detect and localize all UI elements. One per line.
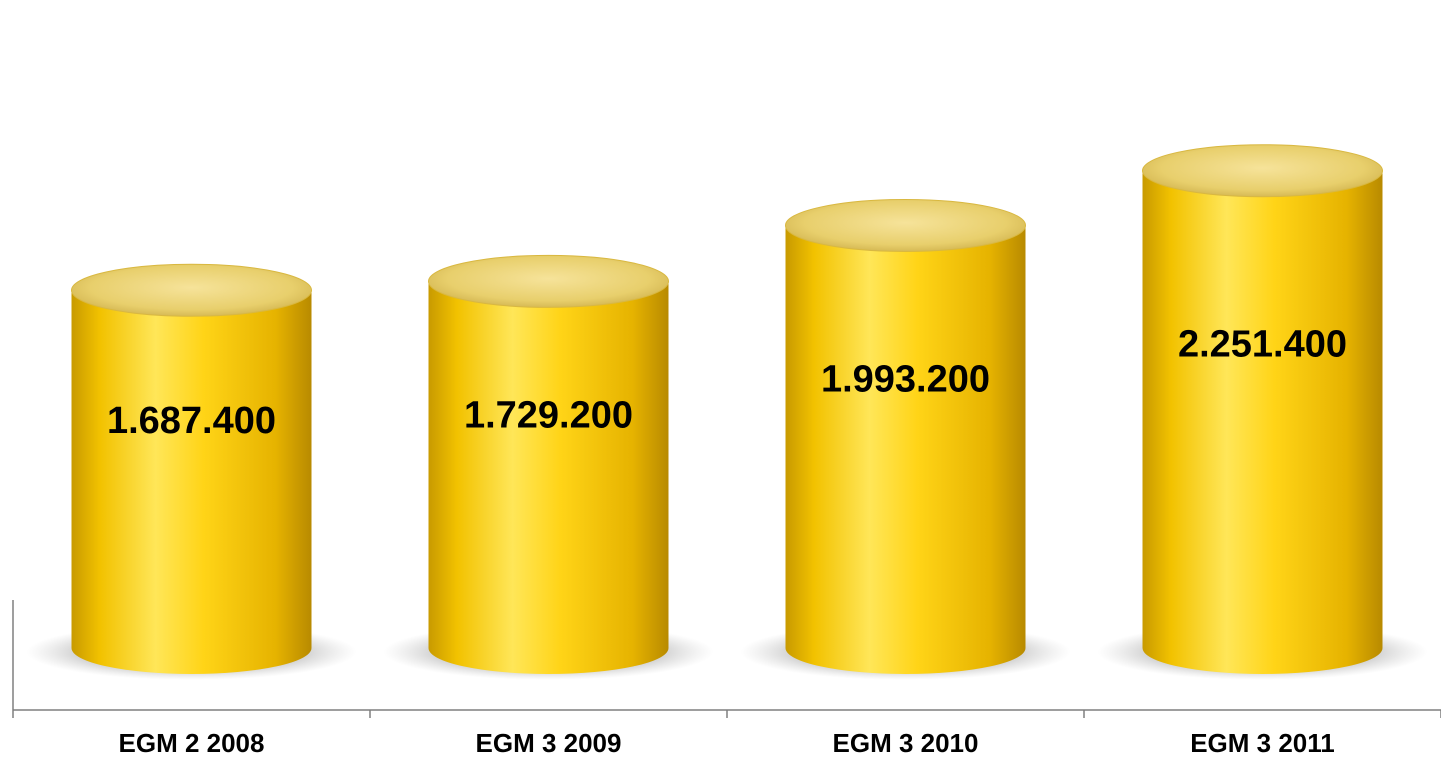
bar-top: [71, 263, 312, 317]
cylinder-bar: [383, 254, 714, 680]
x-tick-label: EGM 3 2011: [1190, 728, 1335, 758]
cylinder-bar: [26, 263, 357, 680]
data-label: 1.729.200: [464, 394, 633, 436]
bar-body: [1142, 170, 1383, 675]
bar-body: [71, 290, 312, 675]
bars-layer: [26, 144, 1428, 680]
axis-layer: [12, 600, 1441, 718]
x-tick-label: EGM 3 2009: [476, 728, 622, 758]
bar-body: [785, 225, 1026, 675]
bar-top: [1142, 144, 1383, 198]
data-label: 1.687.400: [107, 400, 276, 442]
bar-top: [785, 198, 1026, 252]
labels-layer: 1.687.400 EGM 2 2008 1.729.200 EGM 3 2009 1.…: [107, 324, 1347, 758]
bar-top: [428, 254, 669, 308]
cylinder-bar: [740, 198, 1071, 680]
data-label: 2.251.400: [1178, 324, 1347, 366]
cylinder-bar: [1097, 144, 1428, 680]
bar-body: [428, 281, 669, 675]
x-tick-label: EGM 3 2010: [833, 728, 979, 758]
x-tick-label: EGM 2 2008: [119, 728, 265, 758]
data-label: 1.993.200: [821, 359, 990, 401]
